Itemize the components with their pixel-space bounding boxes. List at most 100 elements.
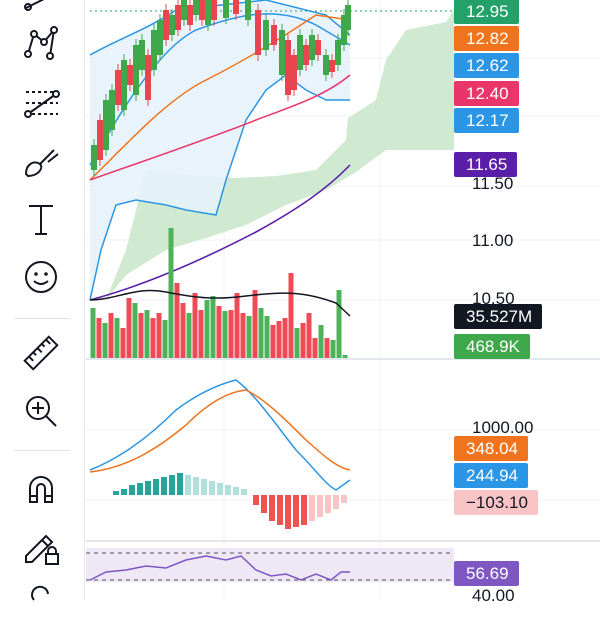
candle-body <box>193 0 199 15</box>
candle-body <box>245 0 251 20</box>
candle-body <box>151 30 157 70</box>
chart-canvas[interactable] <box>86 0 600 600</box>
volume-bar <box>222 311 228 358</box>
volume-bar <box>246 316 252 358</box>
volume-bar <box>132 303 138 358</box>
volume-bar <box>90 308 96 358</box>
macd-hist-bar <box>317 495 323 517</box>
ichimoku-cloud <box>90 10 454 300</box>
ma-red-tag: 12.40 <box>454 81 519 106</box>
macd-hist-bar <box>137 483 143 495</box>
candle-body <box>323 55 329 75</box>
macd-hist-bar <box>193 477 199 495</box>
macd-hist-bar <box>269 495 275 521</box>
candle-body <box>211 0 217 20</box>
volume-bar <box>198 310 204 358</box>
macd-hist-bar <box>309 495 315 521</box>
volume-bar <box>138 313 144 358</box>
candle-body <box>279 30 285 75</box>
volume-bar <box>300 323 306 358</box>
macd-hist-bar <box>177 473 183 495</box>
volume-tag: 468.9K <box>454 334 530 359</box>
macd-hist-bar <box>153 479 159 495</box>
volume-bar <box>216 306 222 358</box>
candle-body <box>181 0 187 20</box>
macd-hist-bar <box>241 489 247 495</box>
brush-icon[interactable] <box>18 140 64 186</box>
candle-body <box>315 40 321 55</box>
zoom-in-icon[interactable] <box>18 388 64 434</box>
lock-drawing-icon[interactable] <box>18 524 64 570</box>
volume-bar <box>186 313 192 358</box>
volume-bar <box>108 313 114 358</box>
candle-body <box>133 45 139 95</box>
bb-lower-tag: 12.17 <box>454 108 519 133</box>
volume-bar <box>324 338 330 358</box>
candle-body <box>341 15 347 45</box>
ma-orange-line <box>89 14 351 181</box>
macd-hist-bar <box>261 495 267 513</box>
volume-bar <box>144 310 150 358</box>
candle-body <box>223 0 229 18</box>
macd-hist-bar <box>121 489 127 495</box>
price-axis-tick: 11.00 <box>472 231 514 250</box>
volume-bar <box>318 325 324 358</box>
rsi-axis-label: 40.00 <box>472 586 515 605</box>
volume-bar <box>210 296 216 358</box>
candle-body <box>97 120 103 160</box>
ma-red-line <box>89 74 351 181</box>
macd-hist-bar <box>333 495 339 509</box>
volume-ma-tag: 35.527M <box>454 304 543 329</box>
more-icon[interactable] <box>18 578 64 624</box>
volume-ma-line <box>89 289 351 317</box>
candle-body <box>345 5 351 30</box>
price-axis-tick: 11.50 <box>472 174 514 193</box>
macd-hist-tag: −103.10 <box>454 490 538 515</box>
candle-body <box>271 25 277 45</box>
rsi-tag: 56.69 <box>454 561 519 586</box>
candle-body <box>187 5 193 25</box>
candle-body <box>291 55 297 90</box>
volume-bar <box>234 293 240 358</box>
volume-bar <box>270 325 276 358</box>
volume-bar <box>306 313 312 358</box>
candle-body <box>309 35 315 60</box>
candle-body <box>297 35 303 70</box>
pane-separator[interactable] <box>86 358 600 360</box>
candle-body <box>335 40 341 65</box>
candle-body <box>285 40 291 95</box>
trend-line-icon[interactable] <box>18 0 64 24</box>
volume-bar <box>192 293 198 358</box>
candle-body <box>199 0 205 20</box>
candle-body <box>255 10 261 55</box>
volume-bar <box>162 320 168 358</box>
chart-area[interactable]: 11.50 11.00 10.50 12.95 12.82 12.62 12.40 … <box>86 0 600 605</box>
volume-bar <box>282 318 288 358</box>
magnet-icon[interactable] <box>18 466 64 512</box>
candle-body <box>157 20 163 55</box>
volume-bar <box>312 338 318 358</box>
text-icon[interactable] <box>18 196 64 242</box>
pane-separator[interactable] <box>86 540 600 542</box>
volume-bar <box>114 318 120 358</box>
volume-bar <box>276 321 282 358</box>
ma-purple-line <box>89 164 351 301</box>
macd-hist-bar <box>145 481 151 495</box>
bollinger-upper-line <box>89 0 351 56</box>
macd-hist-bar <box>217 483 223 495</box>
candle-body <box>175 5 181 30</box>
ruler-icon[interactable] <box>18 330 64 376</box>
macd-hist-bar <box>285 495 291 529</box>
macd-signal-line <box>89 389 351 473</box>
emoji-icon[interactable] <box>18 254 64 300</box>
price-axis-tick: 10.50 <box>472 289 515 308</box>
fib-icon[interactable] <box>18 80 64 126</box>
drawing-toolbar <box>0 0 85 601</box>
pattern-icon[interactable] <box>18 20 64 66</box>
volume-bar <box>258 308 264 358</box>
ma-purple-tag: 11.65 <box>454 152 518 177</box>
macd-hist-bar <box>185 475 191 495</box>
macd-hist-bar <box>209 481 215 495</box>
volume-bar <box>96 318 102 358</box>
candle-body <box>127 65 133 85</box>
